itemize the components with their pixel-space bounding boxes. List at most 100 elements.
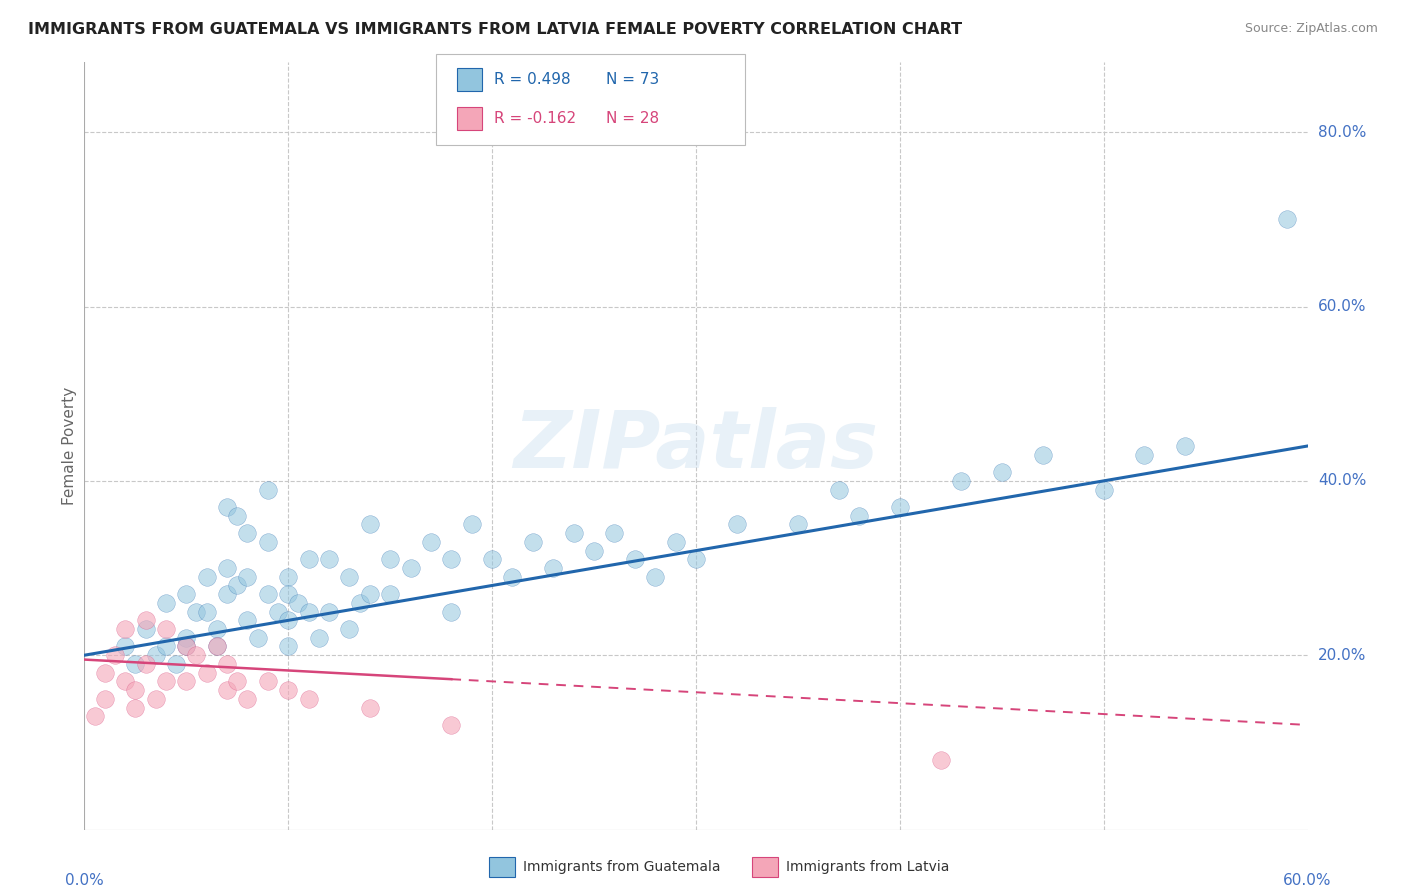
Point (205, 640, 228, 654)
Point (236, 526, 259, 541)
Point (349, 596, 371, 610)
Point (83, 709, 105, 723)
Point (155, 622, 177, 636)
Point (522, 534, 544, 549)
Point (440, 605, 463, 619)
Point (1174, 439, 1197, 453)
Text: IMMIGRANTS FROM GUATEMALA VS IMMIGRANTS FROM LATVIA FEMALE POVERTY CORRELATION C: IMMIGRANTS FROM GUATEMALA VS IMMIGRANTS … (28, 22, 962, 37)
Point (165, 657, 187, 671)
Point (217, 587, 239, 601)
Point (145, 648, 167, 663)
Point (420, 534, 443, 549)
Point (217, 657, 239, 671)
Point (135, 622, 157, 636)
Point (318, 552, 340, 566)
Point (135, 613, 157, 627)
Point (236, 570, 259, 584)
Point (155, 640, 177, 654)
Point (124, 683, 146, 698)
Text: Immigrants from Latvia: Immigrants from Latvia (786, 860, 949, 874)
Point (174, 631, 197, 645)
Point (226, 508, 249, 523)
Point (318, 605, 340, 619)
Text: 40.0%: 40.0% (1317, 474, 1367, 488)
Point (104, 648, 127, 663)
Point (603, 526, 626, 541)
Text: 60.0%: 60.0% (1284, 873, 1331, 888)
Point (246, 631, 269, 645)
Point (217, 561, 239, 575)
Y-axis label: Female Poverty: Female Poverty (62, 387, 77, 505)
Point (257, 483, 280, 497)
Point (308, 631, 330, 645)
Point (665, 534, 688, 549)
Point (287, 596, 309, 610)
Point (145, 691, 167, 706)
Point (1133, 448, 1156, 462)
Point (93, 691, 115, 706)
Point (440, 552, 463, 566)
Point (174, 674, 197, 689)
Point (950, 474, 973, 488)
Point (828, 483, 851, 497)
Point (277, 683, 299, 698)
Point (174, 640, 197, 654)
Point (93, 665, 115, 680)
Point (217, 500, 239, 514)
Text: ZIPatlas: ZIPatlas (513, 407, 879, 485)
Point (298, 605, 321, 619)
Point (267, 605, 290, 619)
Point (339, 570, 361, 584)
Point (889, 500, 911, 514)
Point (481, 552, 503, 566)
Point (725, 517, 748, 532)
Point (114, 622, 136, 636)
Text: N = 28: N = 28 (606, 112, 659, 126)
Point (226, 674, 249, 689)
Text: Immigrants from Guatemala: Immigrants from Guatemala (523, 860, 720, 874)
Point (257, 674, 280, 689)
Point (277, 613, 299, 627)
Point (257, 534, 280, 549)
Point (205, 640, 228, 654)
Point (991, 465, 1014, 479)
Point (226, 578, 249, 592)
Text: R = -0.162: R = -0.162 (494, 112, 575, 126)
Point (186, 605, 208, 619)
Point (114, 674, 136, 689)
Text: 80.0%: 80.0% (1317, 125, 1367, 140)
Point (236, 613, 259, 627)
Point (1032, 448, 1054, 462)
Point (583, 543, 606, 558)
Point (205, 622, 228, 636)
Point (277, 640, 299, 654)
Text: 20.0%: 20.0% (1317, 648, 1367, 663)
Point (685, 552, 707, 566)
Point (124, 657, 146, 671)
Point (380, 552, 402, 566)
Text: R = 0.498: R = 0.498 (494, 72, 569, 87)
Point (277, 570, 299, 584)
Point (217, 683, 239, 698)
Text: N = 73: N = 73 (606, 72, 659, 87)
Point (298, 552, 321, 566)
Point (236, 691, 259, 706)
Point (174, 587, 197, 601)
Point (174, 640, 197, 654)
Text: 60.0%: 60.0% (1317, 299, 1367, 314)
Point (440, 718, 463, 732)
Point (502, 570, 524, 584)
Point (929, 753, 952, 767)
Point (461, 517, 484, 532)
Point (1277, 212, 1299, 227)
Point (124, 700, 146, 714)
Text: Source: ZipAtlas.com: Source: ZipAtlas.com (1244, 22, 1378, 36)
Text: 0.0%: 0.0% (65, 873, 104, 888)
Point (380, 587, 402, 601)
Point (195, 570, 218, 584)
Point (155, 674, 177, 689)
Point (298, 691, 321, 706)
Point (359, 587, 381, 601)
Point (848, 508, 870, 523)
Point (359, 517, 381, 532)
